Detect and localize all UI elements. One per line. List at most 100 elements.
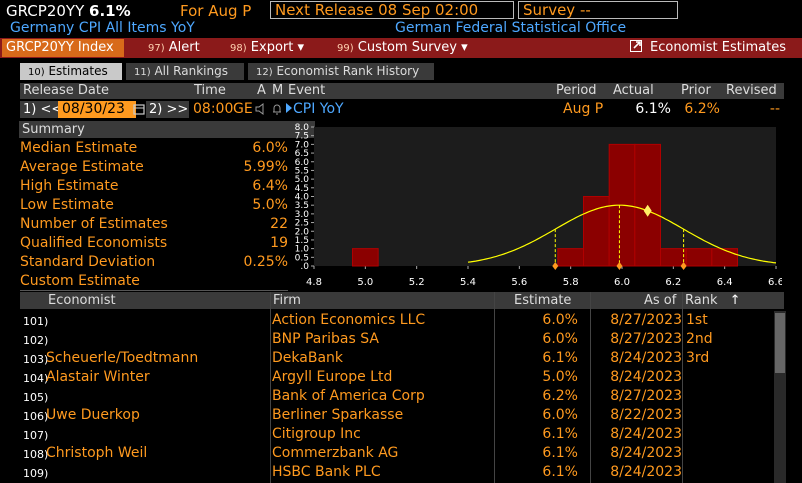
col-event[interactable]: Event bbox=[288, 83, 326, 98]
table-row[interactable]: 104) Alastair Winter Argyll Europe Ltd 5.0%… bbox=[20, 368, 774, 387]
estimate-value: 5.0% bbox=[542, 369, 578, 385]
tab-all-rankings-label: All Rankings bbox=[154, 64, 228, 78]
col-a[interactable]: A bbox=[257, 83, 266, 98]
table-row[interactable]: 106) Uwe Duerkop Berliner Sparkasse 6.0% 8/2… bbox=[20, 406, 774, 425]
source-agency: German Federal Statistical Office bbox=[395, 20, 627, 36]
custom-survey-menu[interactable]: 99) Custom Survey ▾ bbox=[337, 39, 468, 57]
security-description: Germany CPI All Items YoY bbox=[10, 20, 195, 36]
y-tick-label: 6.0 bbox=[295, 158, 310, 168]
table-row[interactable]: 102) BNP Paribas SA 6.0% 8/27/2023 2nd bbox=[20, 330, 774, 349]
tab-all-rankings[interactable]: 11) All Rankings bbox=[126, 63, 244, 80]
tab-estimates-number: 10) bbox=[28, 67, 45, 78]
col-revised[interactable]: Revised bbox=[726, 83, 777, 98]
summary-row: Low Estimate 5.0% bbox=[20, 196, 288, 215]
table-row[interactable]: 108) Christoph Weil Commerzbank AG 6.1% 8/24… bbox=[20, 444, 774, 463]
firm-name: DekaBank bbox=[272, 350, 343, 366]
alert-menu-label: Alert bbox=[168, 40, 200, 55]
col-estimate[interactable]: Estimate bbox=[514, 293, 572, 308]
col-actual[interactable]: Actual bbox=[613, 83, 654, 98]
release-date-input[interactable]: 08/30/23 bbox=[58, 101, 136, 118]
x-tick-label: 5.6 bbox=[511, 277, 527, 288]
summary-value: 5.0% bbox=[252, 197, 288, 213]
as-of-date: 8/22/2023 bbox=[610, 407, 682, 423]
estimate-value: 6.0% bbox=[542, 312, 578, 328]
firm-name: BNP Paribas SA bbox=[272, 331, 379, 347]
col-m[interactable]: M bbox=[272, 83, 284, 98]
col-release-date[interactable]: Release Date bbox=[23, 83, 109, 98]
table-row[interactable]: 105) Bank of America Corp 6.2% 8/27/2023 bbox=[20, 387, 774, 406]
calendar-icon[interactable] bbox=[133, 101, 145, 118]
summary-value: 6.4% bbox=[252, 178, 288, 194]
summary-label: Custom Estimate bbox=[20, 273, 140, 289]
firm-name: Citigroup Inc bbox=[272, 426, 361, 442]
y-tick-label: 5.5 bbox=[295, 166, 309, 176]
economist-name: Christoph Weil bbox=[46, 445, 148, 461]
as-of-date: 8/27/2023 bbox=[610, 388, 682, 404]
rank-value: 1st bbox=[686, 312, 708, 328]
estimate-value: 6.0% bbox=[542, 407, 578, 423]
x-tick-label: 6.6 bbox=[768, 277, 782, 288]
tab-economist-rank-history[interactable]: 12) Economist Rank History bbox=[248, 63, 434, 80]
survey-field[interactable]: Survey -- bbox=[518, 1, 678, 19]
summary-row: Custom Estimate bbox=[20, 272, 288, 291]
summary-row: Qualified Economists 19 bbox=[20, 234, 288, 253]
sort-ascending-icon: ↑ bbox=[729, 293, 741, 308]
tab-estimates[interactable]: 10) Estimates bbox=[20, 63, 122, 80]
y-tick-label: 5.0 bbox=[295, 175, 310, 185]
col-as-of[interactable]: As of bbox=[644, 293, 677, 308]
table-row[interactable]: 107) Citigroup Inc 6.1% 8/24/2023 bbox=[20, 425, 774, 444]
economist-estimates-link[interactable]: Economist Estimates bbox=[630, 39, 786, 57]
col-time[interactable]: Time bbox=[194, 83, 226, 98]
alert-menu[interactable]: 97) Alert bbox=[148, 39, 200, 57]
x-tick-label: 5.2 bbox=[409, 277, 425, 288]
custom-survey-menu-number: 99) bbox=[337, 43, 354, 54]
tab-rank-history-number: 12) bbox=[256, 67, 273, 78]
col-rank[interactable]: Rank ↑ bbox=[685, 292, 741, 309]
row-number: 106) bbox=[23, 410, 49, 423]
summary-label: High Estimate bbox=[20, 178, 119, 194]
y-tick-label: 4.0 bbox=[295, 193, 310, 203]
summary-row: High Estimate 6.4% bbox=[20, 177, 288, 196]
ticker-header: GRCP20YY 6.1% bbox=[6, 2, 131, 20]
summary-row: Number of Estimates 22 bbox=[20, 215, 288, 234]
bell-icon[interactable] bbox=[271, 101, 283, 118]
table-row[interactable]: 103) Scheuerle/Toedtmann DekaBank 6.1% 8/24/… bbox=[20, 349, 774, 368]
export-menu[interactable]: 98) Export ▾ bbox=[230, 39, 304, 57]
event-flag-icon bbox=[286, 103, 292, 113]
summary-label: Number of Estimates bbox=[20, 216, 168, 232]
event-name-link[interactable]: CPI YoY bbox=[286, 101, 344, 118]
summary-label: Low Estimate bbox=[20, 197, 114, 213]
export-menu-number: 98) bbox=[230, 43, 247, 54]
table-scrollbar-thumb[interactable] bbox=[775, 313, 785, 373]
next-release-button[interactable]: 2) >> bbox=[146, 101, 189, 118]
col-economist[interactable]: Economist bbox=[48, 293, 116, 308]
histogram-bar bbox=[583, 196, 610, 267]
summary-value: 0.25% bbox=[243, 254, 288, 270]
std-marker-diamond bbox=[680, 262, 687, 270]
col-firm[interactable]: Firm bbox=[273, 293, 301, 308]
col-period[interactable]: Period bbox=[556, 83, 597, 98]
column-separator bbox=[270, 292, 271, 483]
economist-name: Uwe Duerkop bbox=[46, 407, 140, 423]
table-row[interactable]: 101) Action Economics LLC 6.0% 8/27/2023 1st bbox=[20, 311, 774, 330]
summary-value: 6.0% bbox=[252, 140, 288, 156]
event-header-row bbox=[20, 83, 784, 99]
summary-label: Average Estimate bbox=[20, 159, 144, 175]
speaker-icon[interactable] bbox=[255, 101, 269, 118]
release-time: 08:00 bbox=[193, 101, 234, 117]
col-prior[interactable]: Prior bbox=[681, 83, 711, 98]
x-tick-label: 5.4 bbox=[460, 277, 476, 288]
as-of-date: 8/24/2023 bbox=[610, 464, 682, 480]
plot-area bbox=[314, 127, 776, 266]
previous-release-button[interactable]: 1) << bbox=[20, 101, 62, 118]
index-menu-button[interactable]: GRCP20YY Index bbox=[2, 39, 124, 57]
row-number: 104) bbox=[23, 372, 49, 385]
summary-label: Median Estimate bbox=[20, 140, 138, 156]
histogram-bar bbox=[711, 248, 739, 267]
x-tick-label: 5.8 bbox=[563, 277, 579, 288]
table-row[interactable]: 109) HSBC Bank PLC 6.1% 8/24/2023 bbox=[20, 463, 774, 482]
summary-row: Median Estimate 6.0% bbox=[20, 139, 288, 158]
x-tick-label: 4.8 bbox=[306, 277, 322, 288]
next-release-field[interactable]: Next Release 08 Sep 02:00 bbox=[270, 1, 514, 19]
y-tick-label: 7.0 bbox=[295, 140, 310, 150]
